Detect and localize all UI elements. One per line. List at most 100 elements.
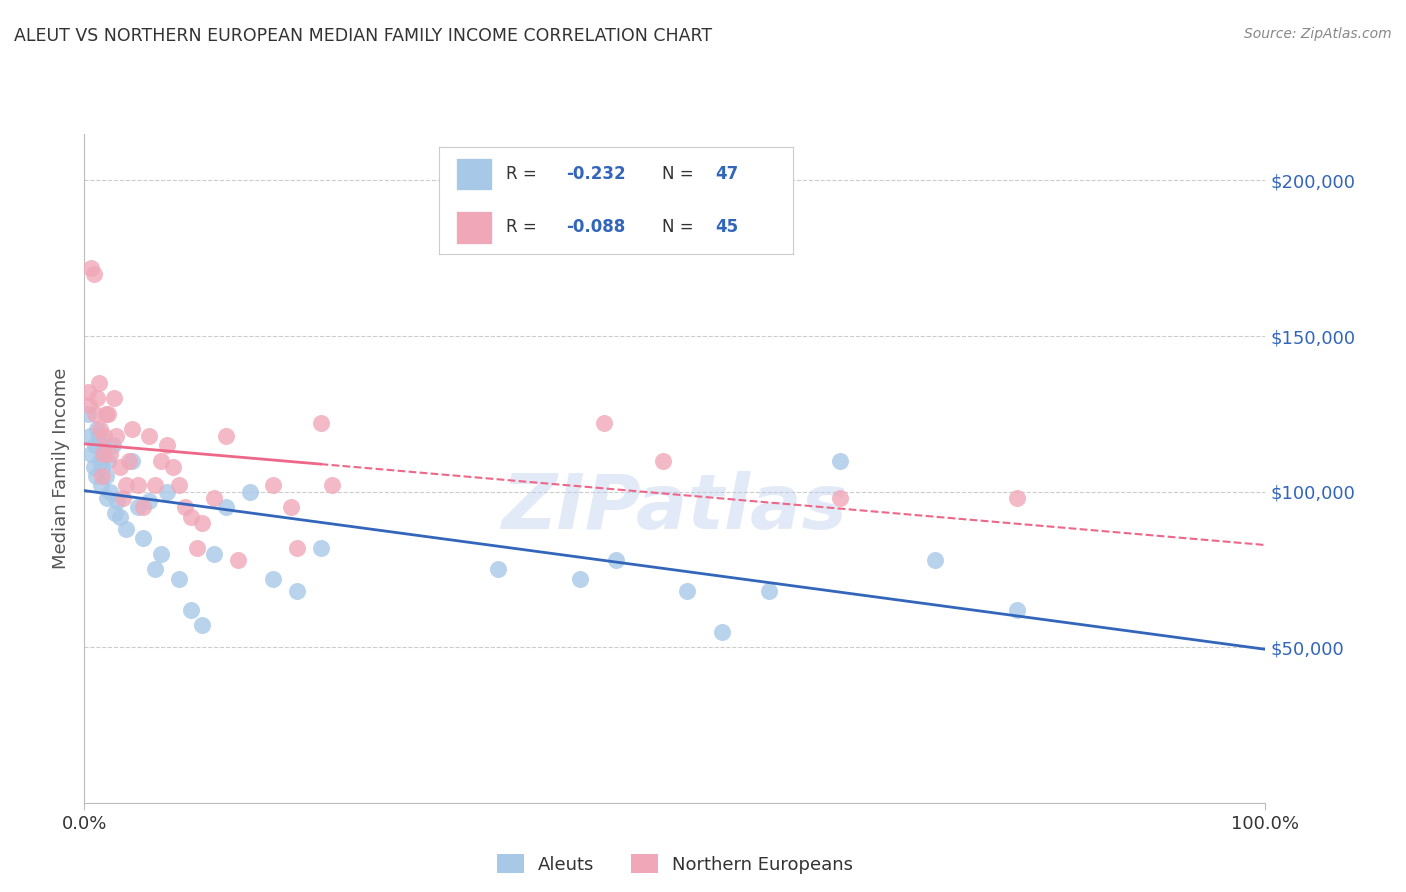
Point xyxy=(143,562,166,576)
Point xyxy=(924,553,946,567)
Text: N =: N = xyxy=(662,219,699,236)
Point xyxy=(79,428,101,442)
Legend: Aleuts, Northern Europeans: Aleuts, Northern Europeans xyxy=(489,847,860,880)
Point xyxy=(486,562,509,576)
Point xyxy=(167,572,190,586)
Text: N =: N = xyxy=(662,165,699,183)
Point xyxy=(215,500,238,515)
Point xyxy=(173,500,195,515)
Point xyxy=(83,459,105,474)
Point xyxy=(80,447,103,461)
Point xyxy=(86,422,108,436)
Point xyxy=(93,428,115,442)
Point xyxy=(91,469,114,483)
Point xyxy=(84,438,107,452)
Point xyxy=(105,428,128,442)
Point xyxy=(215,428,238,442)
Point xyxy=(132,500,155,515)
Point xyxy=(114,478,136,492)
Point xyxy=(90,478,112,492)
Point xyxy=(569,572,592,586)
Point xyxy=(114,522,136,536)
Point xyxy=(96,491,118,505)
Point xyxy=(285,584,308,599)
Point xyxy=(138,428,160,442)
Point xyxy=(156,438,179,452)
Point xyxy=(605,553,627,567)
Point xyxy=(167,478,190,492)
Point xyxy=(180,509,202,524)
Point xyxy=(321,478,343,492)
Text: -0.088: -0.088 xyxy=(567,219,626,236)
Point xyxy=(83,267,105,281)
Point xyxy=(180,603,202,617)
Point xyxy=(162,459,184,474)
Point xyxy=(98,484,121,499)
Point xyxy=(226,553,249,567)
Point xyxy=(84,407,107,421)
Point xyxy=(675,584,697,599)
Text: 47: 47 xyxy=(716,165,738,183)
Point xyxy=(186,541,208,555)
Text: ZIPatlas: ZIPatlas xyxy=(502,472,848,545)
Point xyxy=(202,491,225,505)
Point xyxy=(127,500,149,515)
Point xyxy=(77,407,100,421)
Point xyxy=(593,416,616,430)
Point xyxy=(150,453,173,467)
FancyBboxPatch shape xyxy=(457,211,492,244)
Point xyxy=(191,516,214,530)
Point xyxy=(138,494,160,508)
Point xyxy=(121,422,143,436)
Point xyxy=(77,397,100,411)
FancyBboxPatch shape xyxy=(457,158,492,190)
Point xyxy=(101,438,124,452)
Point xyxy=(103,392,125,406)
Text: R =: R = xyxy=(506,219,541,236)
Point xyxy=(97,407,120,421)
Point xyxy=(86,392,108,406)
Point xyxy=(758,584,780,599)
Point xyxy=(84,469,107,483)
Point xyxy=(191,618,214,632)
Point xyxy=(309,416,332,430)
Text: 45: 45 xyxy=(716,219,738,236)
Point xyxy=(94,407,117,421)
Text: -0.232: -0.232 xyxy=(567,165,626,183)
Point xyxy=(98,447,121,461)
Point xyxy=(89,453,111,467)
Point xyxy=(118,453,141,467)
Point xyxy=(143,478,166,492)
Point xyxy=(1007,491,1029,505)
Point xyxy=(262,478,284,492)
Point xyxy=(94,469,117,483)
Point xyxy=(309,541,332,555)
Point xyxy=(652,453,675,467)
Point xyxy=(202,547,225,561)
Point xyxy=(91,459,114,474)
Point xyxy=(91,438,114,452)
Point xyxy=(107,494,129,508)
Text: ALEUT VS NORTHERN EUROPEAN MEDIAN FAMILY INCOME CORRELATION CHART: ALEUT VS NORTHERN EUROPEAN MEDIAN FAMILY… xyxy=(14,27,713,45)
Point xyxy=(830,491,852,505)
Point xyxy=(156,484,179,499)
Point xyxy=(830,453,852,467)
Point xyxy=(104,507,127,521)
Point xyxy=(91,447,114,461)
Point xyxy=(1007,603,1029,617)
Point xyxy=(711,624,734,639)
Point xyxy=(262,572,284,586)
Point xyxy=(87,376,110,390)
Point xyxy=(285,541,308,555)
Y-axis label: Median Family Income: Median Family Income xyxy=(52,368,70,569)
Point xyxy=(112,491,135,505)
Point xyxy=(93,447,115,461)
Point xyxy=(89,422,111,436)
Point xyxy=(239,484,262,499)
Point xyxy=(97,453,120,467)
Point xyxy=(127,478,149,492)
Point xyxy=(280,500,302,515)
Point xyxy=(108,459,131,474)
Point xyxy=(87,428,110,442)
Point xyxy=(80,260,103,275)
